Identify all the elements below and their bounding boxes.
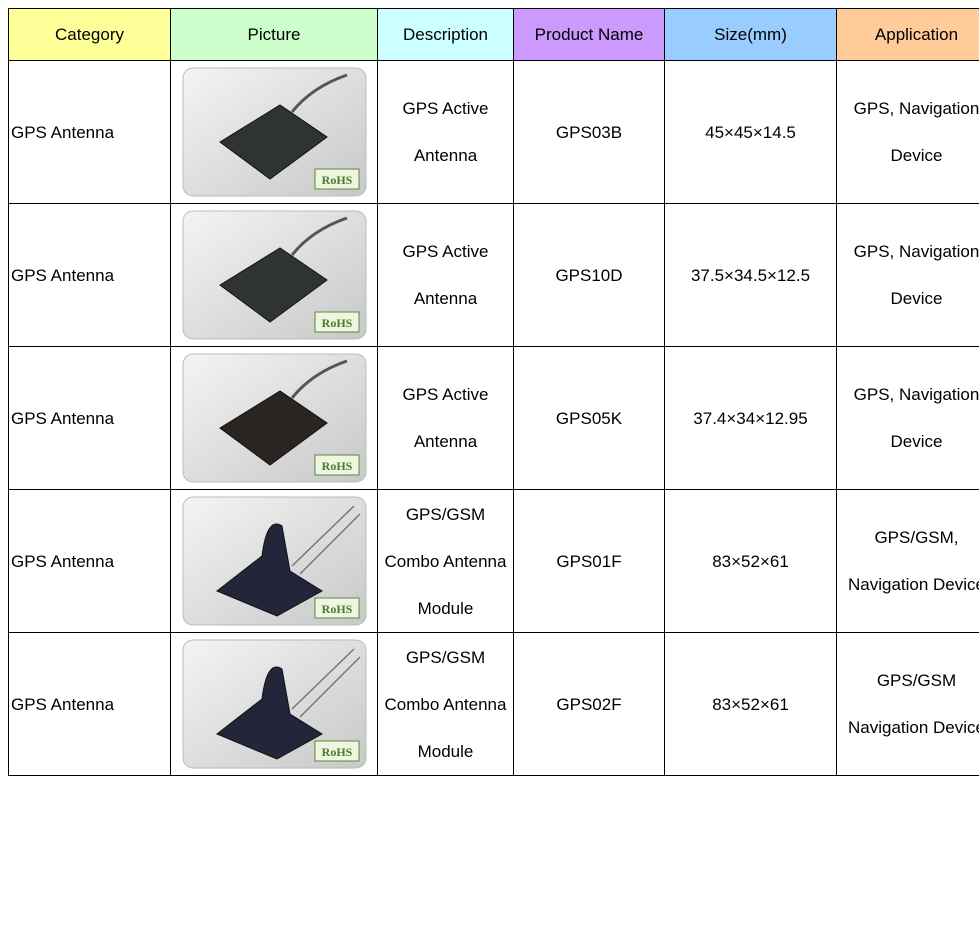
badge-box	[314, 311, 359, 333]
size-cell: 37.4×34×12.95	[664, 346, 837, 490]
description-cell: GPS Active Antenna	[377, 60, 514, 204]
description-cell: GPS Active Antenna	[377, 203, 514, 347]
badge-box	[314, 454, 359, 476]
picture-cell: RoHS	[170, 346, 378, 490]
application-cell: GPS/GSM, Navigation Device	[836, 489, 979, 633]
application-cell: GPS, Navigation Device	[836, 60, 979, 204]
product-picture: RoHS	[182, 639, 366, 769]
header-row: Category Picture Description Product Name Si…	[8, 8, 979, 61]
product-name-cell: GPS05K	[513, 346, 665, 490]
description-cell: GPS/GSM Combo Antenna Module	[377, 632, 514, 776]
category-cell: GPS Antenna	[8, 632, 171, 776]
product-picture: RoHS	[182, 496, 366, 626]
description-cell: GPS Active Antenna	[377, 346, 514, 490]
antenna-body	[215, 523, 323, 617]
table-row: GPS Antenna RoHS GPS/GSM Combo Antenna Mod…	[8, 489, 979, 633]
size-cell: 45×45×14.5	[664, 60, 837, 204]
category-cell: GPS Antenna	[8, 60, 171, 204]
badge-box	[314, 597, 359, 619]
description-cell: GPS/GSM Combo Antenna Module	[377, 489, 514, 633]
antenna-body	[215, 666, 323, 760]
antenna-cable	[290, 216, 347, 256]
antenna-cable	[290, 359, 347, 399]
table-row: GPS Antenna RoHS GPS Active Antenna GPS05K 3…	[8, 346, 979, 490]
category-cell: GPS Antenna	[8, 203, 171, 347]
product-picture: RoHS	[182, 67, 366, 197]
antenna-body	[218, 390, 328, 466]
rohs-badge: RoHS	[321, 602, 352, 616]
antenna-cable	[290, 648, 361, 718]
header-cell: Picture	[170, 8, 378, 61]
rohs-badge: RoHS	[321, 316, 352, 330]
product-name-cell: GPS02F	[513, 632, 665, 776]
table-row: GPS Antenna RoHS GPS/GSM Combo Antenna Mod…	[8, 632, 979, 776]
product-table: Category Picture Description Product Name Si…	[8, 8, 979, 776]
category-cell: GPS Antenna	[8, 346, 171, 490]
product-name-cell: GPS03B	[513, 60, 665, 204]
antenna-cable	[290, 505, 361, 575]
size-cell: 37.5×34.5×12.5	[664, 203, 837, 347]
antenna-cable	[290, 73, 347, 113]
category-cell: GPS Antenna	[8, 489, 171, 633]
application-cell: GPS/GSM Navigation Device	[836, 632, 979, 776]
badge-box	[314, 740, 359, 762]
picture-cell: RoHS	[170, 60, 378, 204]
table-row: GPS Antenna RoHS GPS Active Antenna GPS10D 3…	[8, 203, 979, 347]
rohs-badge: RoHS	[321, 745, 352, 759]
header-cell: Product Name	[513, 8, 665, 61]
header-cell: Size(mm)	[664, 8, 837, 61]
table-row: GPS Antenna RoHS GPS Active Antenna GPS03B 4…	[8, 60, 979, 204]
rohs-badge: RoHS	[321, 173, 352, 187]
header-cell: Application	[836, 8, 979, 61]
application-cell: GPS, Navigation Device	[836, 346, 979, 490]
picture-cell: RoHS	[170, 203, 378, 347]
antenna-body	[218, 247, 328, 323]
size-cell: 83×52×61	[664, 489, 837, 633]
application-cell: GPS, Navigation Device	[836, 203, 979, 347]
header-cell: Category	[8, 8, 171, 61]
product-picture: RoHS	[182, 210, 366, 340]
picture-cell: RoHS	[170, 632, 378, 776]
product-name-cell: GPS10D	[513, 203, 665, 347]
size-cell: 83×52×61	[664, 632, 837, 776]
picture-cell: RoHS	[170, 489, 378, 633]
antenna-body	[218, 104, 328, 180]
product-picture: RoHS	[182, 353, 366, 483]
badge-box	[314, 168, 359, 190]
header-cell: Description	[377, 8, 514, 61]
product-name-cell: GPS01F	[513, 489, 665, 633]
rohs-badge: RoHS	[321, 459, 352, 473]
table-body: GPS Antenna RoHS GPS Active Antenna GPS03B 4…	[8, 60, 979, 776]
